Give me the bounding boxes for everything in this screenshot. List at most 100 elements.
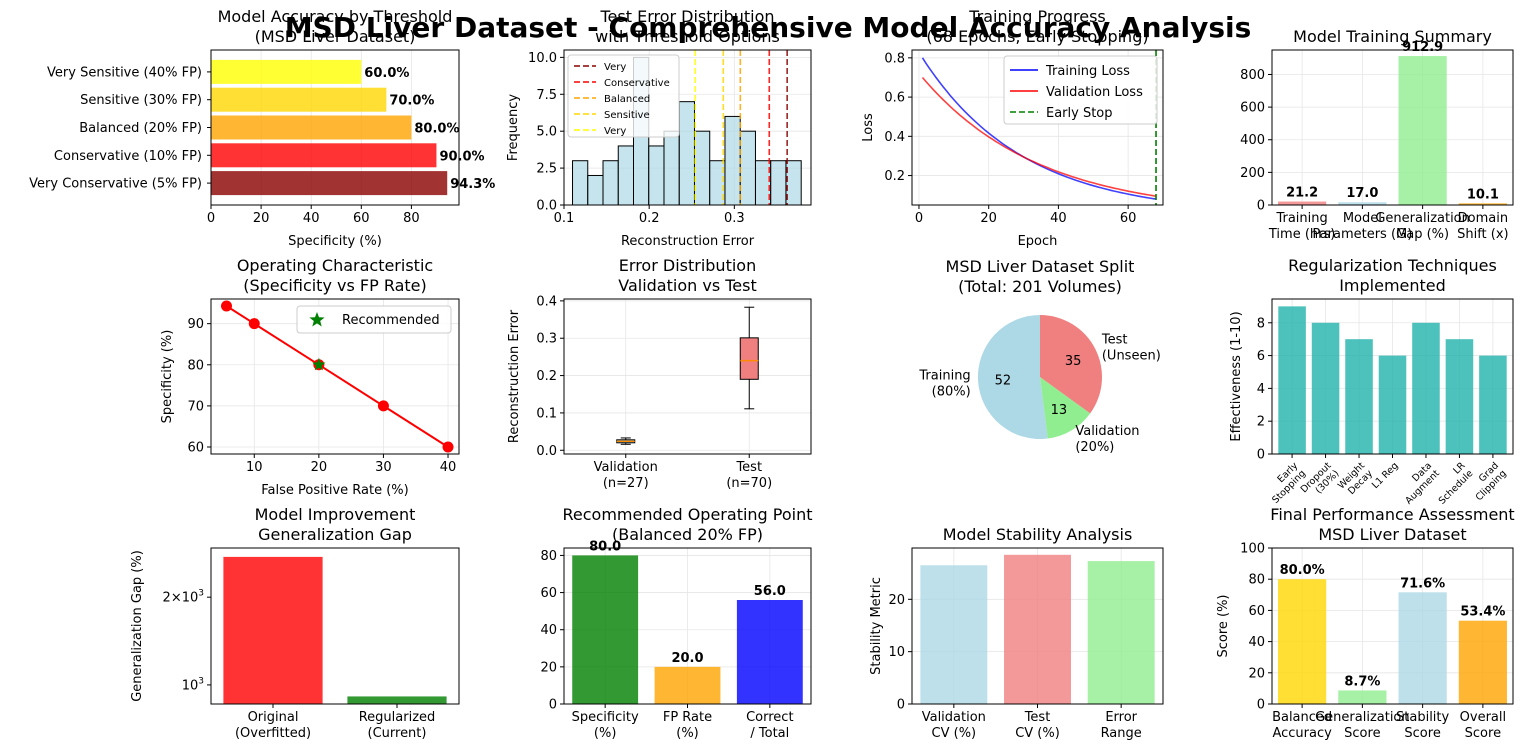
x-tick-label: 20 xyxy=(311,460,328,475)
x-tick-label: Balanced Accuracy xyxy=(1272,710,1332,741)
y-tick-label: 40 xyxy=(1248,635,1265,650)
x-tick-label: 0.3 xyxy=(724,211,745,226)
x-tick-label: Overall Score xyxy=(1460,710,1506,741)
box xyxy=(739,337,759,380)
y-axis-label: Generalization Gap (%) xyxy=(130,550,145,702)
y-tick-label: 200 xyxy=(1240,166,1265,181)
bar xyxy=(1345,339,1373,454)
histogram-bar xyxy=(724,115,741,206)
panel-training-progress: 0 20 40 60 0.2 0.4 0.6 0.8 Training Progress (68 … xyxy=(861,7,1164,249)
axes-frame xyxy=(210,547,460,705)
y-tick-label: 4 xyxy=(1257,382,1265,397)
y-axis-label: Effectiveness (1-10) xyxy=(1229,311,1244,441)
y-tick-label: 10 xyxy=(888,645,905,660)
x-tick-label: EarlyStopping xyxy=(1262,460,1308,506)
panel-error-boxplot: Validation (n=27) Test (n=70) 0.0 0.1 0.2 0.3 0.… xyxy=(507,256,812,491)
y-tick-label: 0 xyxy=(549,698,557,713)
bar xyxy=(654,666,721,704)
legend: Very Conservative Balanced Sensitive Very xyxy=(567,54,680,138)
x-tick-label: 20 xyxy=(980,211,997,226)
pie-slice xyxy=(977,314,1048,439)
bar-value-label: 10.1 xyxy=(1467,187,1499,202)
y-tick-label: 600 xyxy=(1240,101,1265,116)
x-tick-label: DataAugment xyxy=(1396,460,1442,506)
y-tick-label: 2 xyxy=(1257,415,1265,430)
axes-title: Test Error Distribution with Threshold Op… xyxy=(595,7,780,46)
y-tick-label: 8 xyxy=(1257,316,1265,331)
bar-value-label: 21.2 xyxy=(1286,186,1318,201)
pie-value-label: 52 xyxy=(995,373,1012,388)
x-tick-label: Model Parameters (M) xyxy=(1312,211,1412,242)
x-tick-label: FP Rate (%) xyxy=(663,710,712,741)
bar xyxy=(1445,339,1474,454)
bar-value-label: 80.0% xyxy=(414,122,459,137)
x-axis-label: Specificity (%) xyxy=(288,234,382,249)
axes-frame xyxy=(1271,49,1514,206)
y-axis-label: Stability Metric xyxy=(869,577,884,675)
axes-title: Final Performance Assessment MSD Liver Da… xyxy=(1270,505,1514,544)
y-tick-label: 80 xyxy=(1248,573,1265,588)
x-tick-label: Validation (n=27) xyxy=(594,460,658,491)
panel-operating-point: Specificity (%) FP Rate (%) Correct / Total 0 2… xyxy=(540,505,812,741)
pie-label: Training (80%) xyxy=(918,368,970,399)
bar xyxy=(1412,322,1440,454)
axes-frame xyxy=(911,49,1164,206)
x-tick-label: Validation CV (%) xyxy=(922,710,986,741)
legend-label: Sensitive xyxy=(604,110,650,121)
axes-frame xyxy=(210,298,460,455)
histogram-bar xyxy=(678,101,695,206)
plot-body xyxy=(1278,579,1507,704)
y-tick-label: 10.0 xyxy=(528,51,557,66)
histogram-bar xyxy=(754,160,772,206)
bar xyxy=(1278,579,1327,704)
x-tick-label: 10 xyxy=(246,460,263,475)
y-tick-label: 60 xyxy=(187,441,204,456)
bar xyxy=(572,555,639,704)
bar xyxy=(211,115,412,140)
bar xyxy=(1398,56,1447,205)
axes-title: Recommended Operating Point (Balanced 20%… xyxy=(562,505,812,544)
bar xyxy=(211,87,387,112)
x-tick-label: Test (n=70) xyxy=(726,460,772,491)
y-tick-label: 0 xyxy=(1257,698,1265,713)
bar xyxy=(1398,592,1447,704)
y-tick-label: 60 xyxy=(540,586,557,601)
x-axis-label: False Positive Rate (%) xyxy=(261,483,408,498)
plot-body xyxy=(211,59,448,196)
x-tick-label: Test CV (%) xyxy=(1015,710,1060,741)
y-tick-label: 0 xyxy=(897,698,905,713)
panel-stability: Validation CV (%) Test CV (%) Error Range 0 10 2… xyxy=(869,525,1164,741)
axes-frame xyxy=(1271,547,1514,705)
bar xyxy=(223,556,323,704)
x-tick-label: 40 xyxy=(440,460,457,475)
y-tick-label: Very Conservative (5% FP) xyxy=(29,177,202,192)
pie-value-label: 35 xyxy=(1065,354,1082,369)
y-tick-label: 800 xyxy=(1240,68,1265,83)
histogram-bar xyxy=(648,145,665,206)
legend-label: Training Loss xyxy=(1045,64,1130,79)
bar-value-label: 70.0% xyxy=(389,94,434,109)
data-point xyxy=(377,400,389,412)
y-tick-label: 2×103 xyxy=(163,589,204,606)
legend-label: Balanced xyxy=(604,94,650,105)
axes-title: Operating Characteristic (Specificity vs … xyxy=(237,256,433,295)
pie-value-label: 13 xyxy=(1051,403,1068,418)
bar xyxy=(1458,203,1507,205)
legend-box xyxy=(296,305,452,334)
pie-label: Test (Unseen) xyxy=(1101,332,1161,363)
y-tick-label: 80 xyxy=(540,549,557,564)
panel-training-summary: Training Time (hrs)Model Parameters (M)Gen… xyxy=(1240,27,1514,242)
bar xyxy=(920,565,988,704)
panel-model-improvement: Original (Overfitted) Regularized (Current)… xyxy=(130,505,460,741)
bar-value-label: 20.0 xyxy=(671,651,703,666)
x-tick-label: GradClipping xyxy=(1466,460,1509,503)
legend-box xyxy=(567,54,680,138)
bar xyxy=(1458,620,1507,704)
x-tick-label: Correct / Total xyxy=(746,710,793,741)
legend-label: Validation Loss xyxy=(1046,85,1143,100)
plot-body xyxy=(572,555,803,704)
histogram-bar xyxy=(587,174,604,206)
bar xyxy=(1278,201,1327,205)
y-tick-label: 400 xyxy=(1240,133,1265,148)
y-tick-label: 80 xyxy=(187,358,204,373)
